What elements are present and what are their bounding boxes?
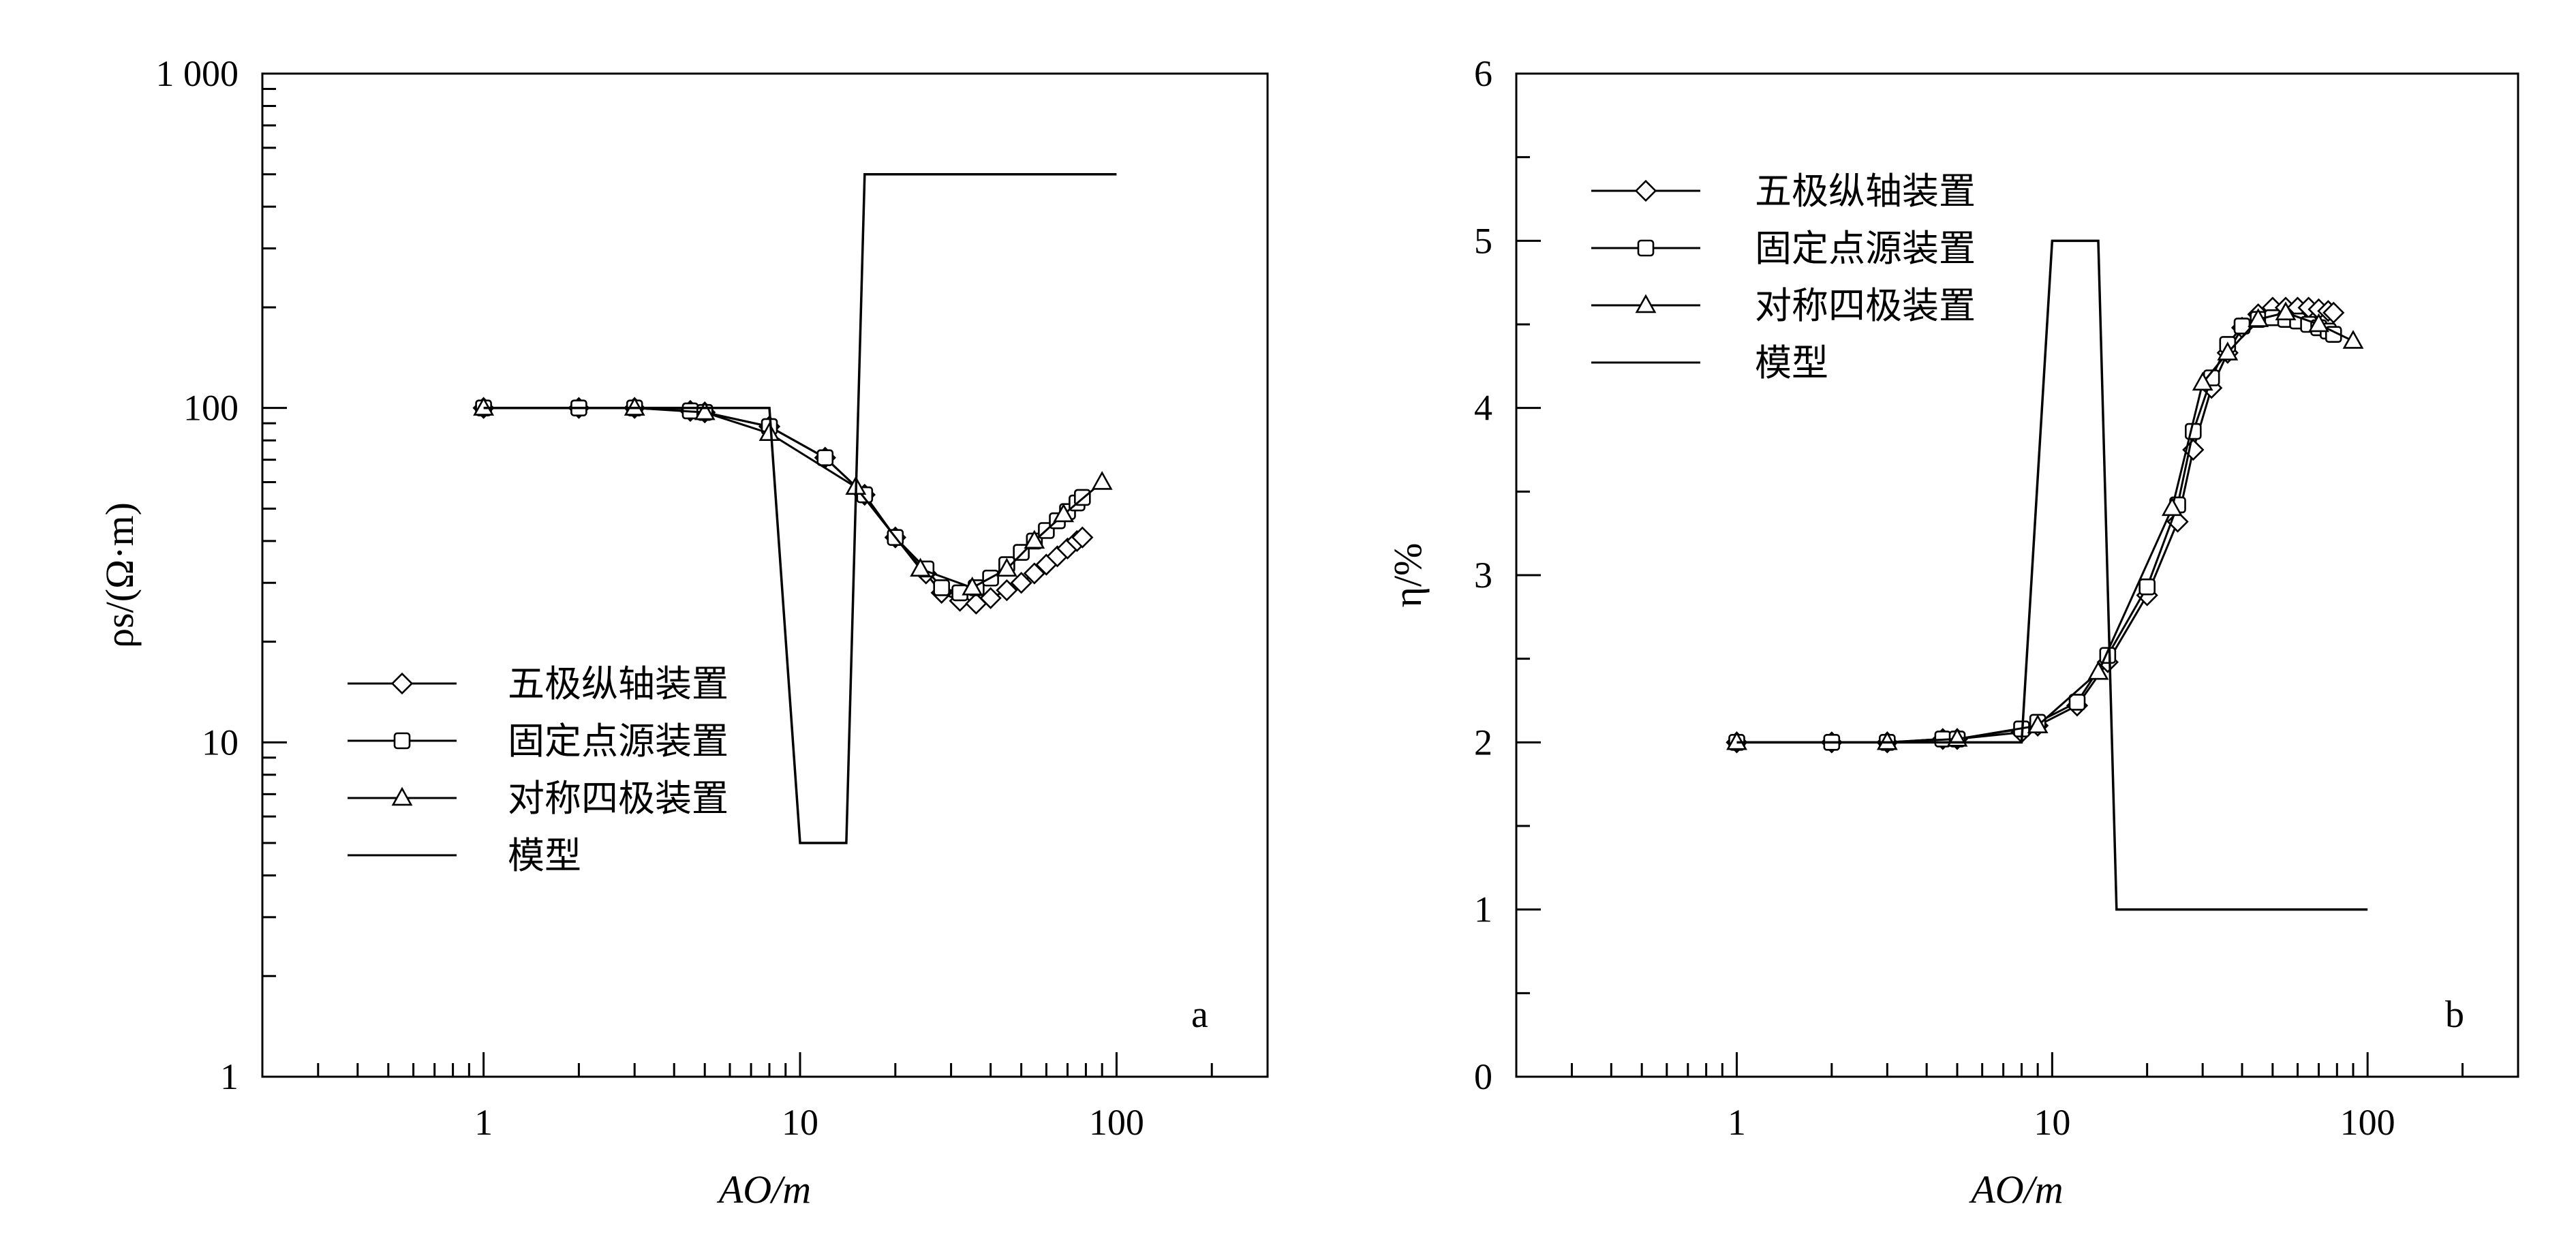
series-3 xyxy=(483,172,1117,844)
data-point xyxy=(758,422,780,442)
chart-panel-b: 1 10 100 0 1 2 3 4 5 6 AO/m η/% b 五极纵轴装置固定点源装置对称四极装置模… xyxy=(1385,53,2519,1212)
panel-label: a xyxy=(1191,994,1208,1036)
data-point xyxy=(1024,530,1045,549)
legend-entry: 固定点源装置 xyxy=(1755,228,1976,269)
data-point xyxy=(2342,330,2364,349)
legend-marker xyxy=(1637,239,1655,257)
data-point xyxy=(1876,731,1898,750)
data-point xyxy=(1053,503,1075,523)
data-point xyxy=(1071,526,1094,549)
x-tick-label: 10 xyxy=(2034,1102,2070,1143)
data-point xyxy=(2161,497,2183,517)
x-tick-label: 1 xyxy=(1728,1102,1746,1143)
x-axis-label: AO/m xyxy=(1968,1167,2063,1212)
x-tick-label: 100 xyxy=(2340,1102,2395,1143)
legend-entry: 对称四极装置 xyxy=(1755,286,1976,326)
y-tick-label: 4 xyxy=(1474,388,1492,429)
legend-marker xyxy=(390,672,414,695)
data-point xyxy=(2027,714,2049,733)
legend-marker xyxy=(1634,179,1657,202)
y-tick-label: 3 xyxy=(1474,555,1492,596)
data-point xyxy=(2192,371,2213,391)
series-3 xyxy=(1736,239,2368,911)
data-point xyxy=(624,397,645,416)
x-tick-label: 100 xyxy=(1089,1102,1144,1143)
legend-entry: 模型 xyxy=(1755,343,1828,384)
model-line xyxy=(483,172,1117,844)
data-point xyxy=(2087,660,2109,680)
data-point xyxy=(2184,423,2202,440)
legend-marker xyxy=(391,786,413,806)
legend-entry: 对称四极装置 xyxy=(508,778,729,819)
y-tick-label: 1 xyxy=(1474,889,1492,930)
x-axis-label: AO/m xyxy=(716,1167,811,1212)
y-tick-label: 6 xyxy=(1474,53,1492,94)
y-tick-label: 10 xyxy=(202,722,239,763)
y-axis-label: η/% xyxy=(1385,543,1430,608)
model-line xyxy=(1736,239,2368,911)
data-point xyxy=(2275,301,2297,321)
data-point xyxy=(1023,562,1045,585)
data-point xyxy=(996,579,1018,602)
data-point xyxy=(962,577,983,596)
data-point xyxy=(2322,301,2345,324)
legend-entry: 五极纵轴装置 xyxy=(1755,171,1976,212)
y-tick-label: 100 xyxy=(183,388,239,429)
y-tick-label: 2 xyxy=(1474,722,1492,763)
data-point xyxy=(1726,731,1747,750)
panel-label: b xyxy=(2445,994,2464,1036)
y-tick-label: 1 000 xyxy=(156,53,239,94)
data-point xyxy=(2248,308,2269,327)
chart-panel-a: 1 10 100 1 10 100 1 000 AO/m ρs/(Ω·m) a 五极纵轴装置固定点源… xyxy=(97,53,1269,1212)
data-point xyxy=(1091,471,1113,490)
data-point xyxy=(2308,313,2329,333)
series-2 xyxy=(1726,301,2364,750)
data-point xyxy=(996,557,1017,577)
data-point xyxy=(910,557,932,577)
data-point xyxy=(816,449,834,466)
plot-frame xyxy=(261,72,1269,1078)
y-tick-label: 1 xyxy=(220,1056,239,1097)
data-point xyxy=(2217,341,2239,360)
data-point xyxy=(2138,578,2156,596)
data-point xyxy=(2068,694,2086,711)
legend-entry: 五极纵轴装置 xyxy=(508,664,729,705)
y-tick-label: 5 xyxy=(1474,220,1492,261)
legend-entry: 固定点源装置 xyxy=(508,721,729,762)
x-tick-label: 10 xyxy=(782,1102,818,1143)
data-point xyxy=(2166,510,2189,533)
series-2 xyxy=(473,397,1113,596)
y-axis-label: ρs/(Ω·m) xyxy=(97,502,142,648)
data-point xyxy=(979,587,1002,609)
legend-marker xyxy=(393,732,411,750)
legend-entry: 模型 xyxy=(508,835,581,876)
y-tick-label: 0 xyxy=(1474,1056,1492,1097)
legend-marker xyxy=(1635,294,1657,313)
data-point xyxy=(933,579,950,596)
data-point xyxy=(694,401,716,420)
x-tick-label: 1 xyxy=(474,1102,493,1143)
data-point xyxy=(1010,572,1032,594)
data-point xyxy=(473,397,495,416)
